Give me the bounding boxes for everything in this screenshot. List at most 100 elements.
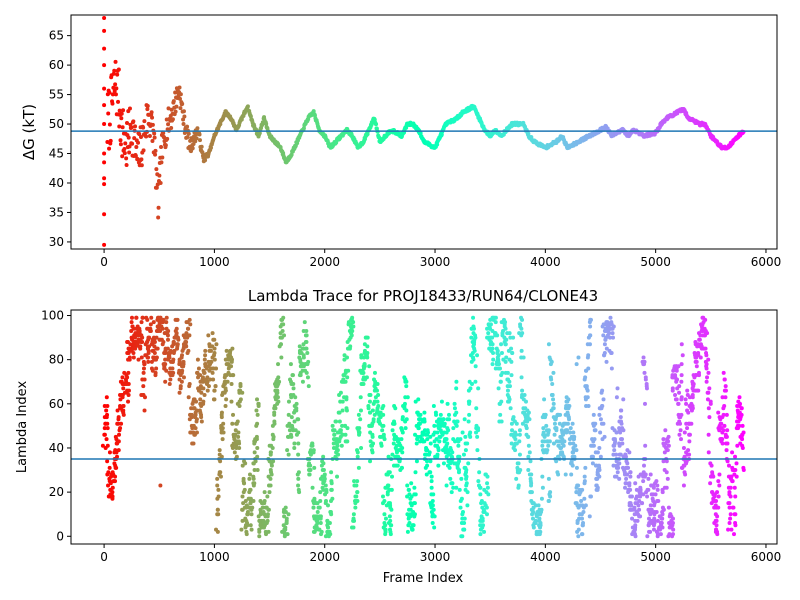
delta-g-point bbox=[161, 131, 166, 136]
delta-g-point bbox=[181, 117, 186, 122]
lambda-point bbox=[387, 514, 392, 519]
lambda-point bbox=[371, 441, 376, 446]
lambda-point bbox=[202, 357, 207, 362]
delta-g-point bbox=[127, 150, 132, 155]
lambda-point bbox=[181, 359, 186, 364]
lambda-point bbox=[248, 501, 253, 506]
lambda-point bbox=[462, 521, 467, 526]
lambda-point bbox=[582, 479, 587, 484]
lambda-point bbox=[452, 401, 457, 406]
lambda-point bbox=[728, 494, 733, 499]
lambda-point bbox=[720, 441, 725, 446]
lambda-point bbox=[380, 494, 385, 499]
lambda-point bbox=[146, 355, 151, 360]
lambda-point bbox=[500, 370, 505, 375]
lambda-point bbox=[607, 331, 612, 336]
lambda-point bbox=[218, 470, 223, 475]
lambda-point bbox=[446, 428, 451, 433]
lambda-point bbox=[468, 434, 473, 439]
lambda-point bbox=[187, 417, 192, 422]
lambda-point bbox=[679, 373, 684, 378]
lambda-point bbox=[714, 498, 719, 503]
lambda-point bbox=[199, 415, 204, 420]
lambda-point bbox=[251, 461, 256, 466]
lambda-point bbox=[104, 408, 109, 413]
lambda-point bbox=[621, 428, 626, 433]
lambda-point bbox=[568, 426, 573, 431]
lambda-point bbox=[517, 432, 522, 437]
lambda-point bbox=[724, 412, 729, 417]
lambda-point bbox=[457, 487, 462, 492]
lambda-point bbox=[236, 430, 241, 435]
lambda-point bbox=[434, 437, 439, 442]
lambda-point bbox=[445, 441, 450, 446]
delta-g-point bbox=[110, 92, 115, 97]
lambda-point bbox=[525, 408, 530, 413]
lambda-point bbox=[208, 377, 213, 382]
delta-g-point bbox=[153, 148, 158, 153]
lambda-point bbox=[646, 487, 651, 492]
lambda-point bbox=[437, 439, 442, 444]
lambda-point bbox=[279, 355, 284, 360]
lambda-point bbox=[166, 355, 171, 360]
lambda-point bbox=[714, 523, 719, 528]
lambda-point bbox=[267, 459, 272, 464]
lambda-point bbox=[636, 503, 641, 508]
lambda-point bbox=[670, 521, 675, 526]
lambda-point bbox=[406, 516, 411, 521]
lambda-point bbox=[214, 527, 219, 532]
lambda-point bbox=[323, 492, 328, 497]
lambda-point bbox=[706, 406, 711, 411]
lambda-point bbox=[414, 441, 419, 446]
lambda-point bbox=[574, 465, 579, 470]
lambda-point bbox=[406, 523, 411, 528]
lambda-point bbox=[588, 324, 593, 329]
lambda-point bbox=[447, 417, 452, 422]
lambda-point bbox=[721, 370, 726, 375]
delta-g-point bbox=[177, 96, 182, 101]
lambda-point bbox=[519, 348, 524, 353]
lambda-point bbox=[655, 483, 660, 488]
lambda-point bbox=[733, 468, 738, 473]
lambda-point bbox=[583, 375, 588, 380]
lambda-point bbox=[495, 333, 500, 338]
lambda-point bbox=[368, 459, 373, 464]
delta-g-point bbox=[154, 185, 159, 190]
delta-g-point bbox=[116, 67, 121, 72]
lambda-point bbox=[125, 375, 130, 380]
lambda-point bbox=[580, 523, 585, 528]
lambda-point bbox=[110, 485, 115, 490]
lambda-point bbox=[570, 421, 575, 426]
lambda-point bbox=[627, 483, 632, 488]
lambda-point bbox=[471, 315, 476, 320]
lambda-point bbox=[461, 452, 466, 457]
lambda-point bbox=[282, 514, 287, 519]
delta-g-point bbox=[137, 132, 142, 137]
lambda-point bbox=[215, 512, 220, 517]
lambda-point bbox=[106, 483, 111, 488]
lambda-point bbox=[205, 388, 210, 393]
lambda-point bbox=[468, 386, 473, 391]
lambda-point bbox=[158, 337, 163, 342]
lambda-point bbox=[715, 514, 720, 519]
lambda-point bbox=[649, 483, 654, 488]
lambda-point bbox=[524, 426, 529, 431]
lambda-point bbox=[730, 479, 735, 484]
lambda-point bbox=[245, 523, 250, 528]
lambda-point bbox=[528, 476, 533, 481]
lambda-point bbox=[618, 452, 623, 457]
lambda-point bbox=[370, 408, 375, 413]
lambda-point bbox=[223, 386, 228, 391]
lambda-point bbox=[312, 465, 317, 470]
lambda-point bbox=[626, 465, 631, 470]
lambda-point bbox=[283, 509, 288, 514]
lambda-point bbox=[238, 397, 243, 402]
lambda-point bbox=[694, 373, 699, 378]
lambda-point bbox=[686, 410, 691, 415]
lambda-point bbox=[367, 399, 372, 404]
lambda-point bbox=[343, 432, 348, 437]
lambda-point bbox=[403, 426, 408, 431]
delta-g-point bbox=[197, 132, 202, 137]
lambda-point bbox=[583, 465, 588, 470]
lambda-point bbox=[511, 335, 516, 340]
